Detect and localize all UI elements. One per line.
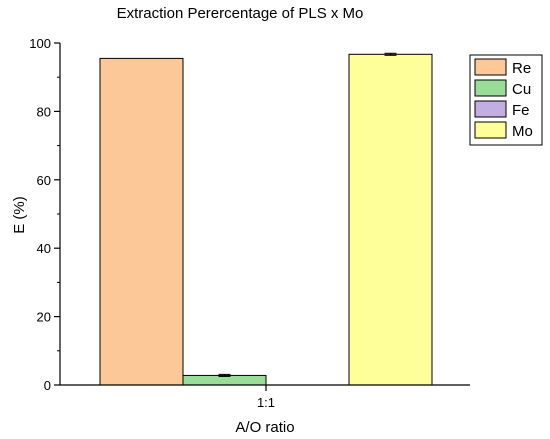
x-axis-label: A/O ratio [235,419,294,436]
legend-label-fe: Fe [512,102,530,119]
y-axis-label: E (%) [11,196,28,234]
y-tick-label: 60 [37,173,51,188]
legend-label-re: Re [512,60,531,77]
y-tick-group: 0 20 40 60 80 100 [29,36,60,393]
bar-re [99,57,184,386]
y-tick-label: 20 [37,310,51,325]
legend-swatch-re [474,58,507,76]
legend-swatch-mo [474,121,507,139]
bar-mo [348,53,433,386]
legend-label-mo: Mo [512,123,533,140]
y-tick-label: 40 [37,241,51,256]
y-tick-label: 0 [44,378,51,393]
y-tick-label: 80 [37,104,51,119]
error-bar-group [218,52,397,377]
legend-swatch-cu [474,79,507,97]
bar-group [99,53,433,386]
x-tick-label: 1:1 [257,395,275,410]
y-tick-label: 100 [29,36,51,51]
legend-label-cu: Cu [512,81,531,98]
legend: Re Cu Fe Mo [469,54,543,146]
legend-swatch-fe [474,100,507,118]
x-tick-group: 1:1 [257,385,275,410]
chart-title: Extraction Perercentage of PLS x Mo [117,5,364,22]
